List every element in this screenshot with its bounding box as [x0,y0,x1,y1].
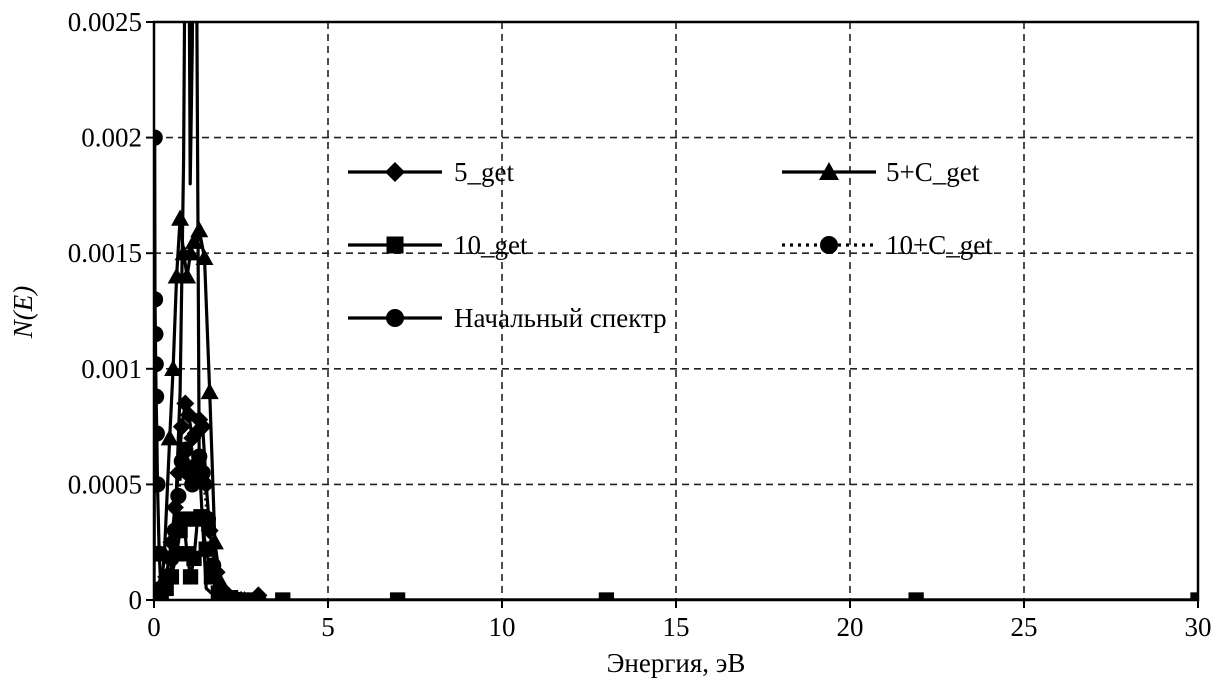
series-point-5 [154,580,170,597]
y-tick-label: 0.0005 [68,469,142,499]
legend-marker-2 [819,162,839,180]
series-point-4 [177,441,194,458]
series-point-4 [215,584,232,600]
grid [154,22,1199,600]
series-point-5 [154,388,165,405]
series-point-3 [598,592,615,600]
series-point-2 [181,244,200,261]
x-tick-label: 15 [663,612,690,642]
series-point-5 [154,476,166,493]
series-point-5 [154,129,163,146]
y-axis-label-group: N(E) [8,286,38,339]
legend: 5_get 5+C_get 10_get 10+C_get Начальный спек… [348,157,993,333]
legend-label-2: 5+C_get [886,157,980,187]
y-tick-label: 0 [129,585,143,615]
legend-marker-4 [820,236,838,254]
x-tick-label: 0 [147,612,161,642]
series-point-5 [154,425,165,442]
x-axis-label: Энергия, эВ [607,648,746,678]
legend-label-5: Начальный спектр [454,303,667,333]
series-point-3 [182,569,199,585]
series-point-4 [194,464,211,481]
series-point-5 [154,356,164,373]
series-point-5 [154,545,168,562]
series-point-3 [1190,592,1198,600]
y-tick-label: 0.002 [81,123,142,153]
x-tick-label: 25 [1011,612,1038,642]
series-point-3 [186,550,202,567]
legend-marker-3 [386,236,404,254]
series-point-4 [170,487,187,505]
series-point-4 [184,476,201,493]
x-tick-label: 30 [1185,612,1212,642]
series-point-4 [205,557,222,574]
series-point-3 [908,592,924,600]
x-tick-label: 5 [321,612,335,642]
legend-marker-1 [385,162,405,182]
series-point-2 [171,209,190,226]
series-point-5 [154,326,164,343]
series-point-2 [195,248,214,266]
axes: 0 5 10 15 20 25 30 0 0.0005 0.001 0.0015 0.002 0.002… [68,7,1212,642]
series-point-3 [389,592,406,600]
series-point-2 [164,359,183,376]
legend-marker-5 [386,309,404,327]
series-point-2 [200,382,219,400]
series-point-3 [175,511,192,527]
y-tick-label: 0.0015 [68,238,142,268]
series-point-3 [198,541,214,557]
legend-label-3: 10_get [454,230,528,260]
series-layer [154,22,1198,600]
legend-label-4: 10+C_get [886,230,993,260]
series-point-2 [160,429,179,446]
series-point-5 [154,291,164,308]
series-point-4 [250,591,267,600]
legend-label-1: 5_get [454,157,514,187]
y-tick-label: 0.0025 [68,7,142,37]
x-tick-label: 10 [489,612,516,642]
series-point-3 [275,592,291,600]
y-tick-label: 0.001 [81,354,142,384]
x-tick-label: 20 [837,612,864,642]
series-point-4 [229,591,246,600]
y-axis-label: N(E) [8,286,38,339]
